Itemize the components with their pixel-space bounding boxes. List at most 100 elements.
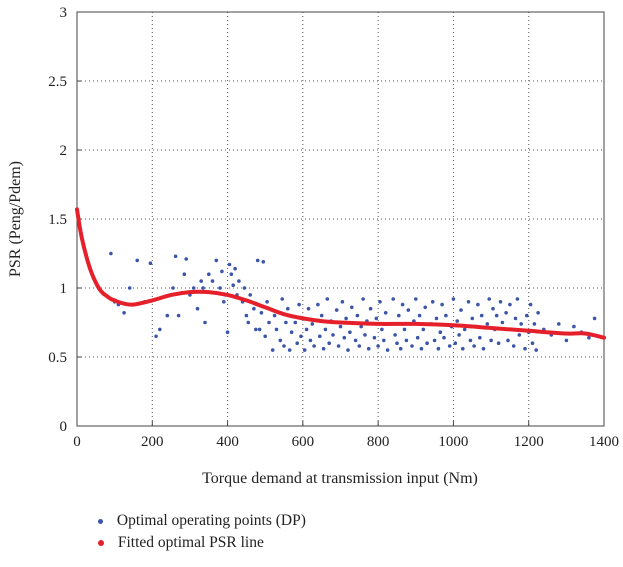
- dp-point-41: [252, 306, 256, 311]
- dp-point-10: [165, 313, 170, 318]
- dp-point-24: [214, 258, 219, 263]
- dp-point-87: [348, 330, 352, 335]
- dp-point-111: [398, 346, 403, 351]
- x-tick-label-2: 400: [216, 434, 239, 450]
- dp-point-139: [457, 333, 461, 337]
- dp-point-181: [564, 338, 569, 343]
- dp-point-112: [400, 302, 405, 307]
- dp-point-166: [513, 316, 518, 321]
- dp-point-102: [380, 327, 384, 332]
- dp-point-93: [361, 297, 365, 301]
- dp-point-159: [498, 300, 503, 304]
- dp-point-182: [572, 324, 576, 329]
- dp-point-67: [306, 306, 311, 311]
- dp-point-91: [357, 344, 362, 348]
- dp-point-12: [173, 254, 178, 259]
- dp-point-177: [536, 311, 540, 315]
- dp-point-50: [270, 348, 275, 352]
- dp-point-175: [532, 322, 537, 326]
- dp-point-82: [338, 324, 343, 329]
- dp-point-121: [419, 346, 424, 351]
- dp-point-163: [508, 302, 512, 307]
- dp-point-47: [263, 334, 268, 339]
- dp-point-120: [417, 313, 422, 318]
- dp-point-152: [485, 322, 490, 326]
- x-tick-label-4: 800: [367, 434, 390, 450]
- y-tick-label-2: 1: [60, 281, 68, 297]
- dp-point-114: [404, 338, 409, 343]
- dp-point-149: [478, 335, 482, 340]
- dp-point-7: [148, 261, 153, 266]
- dp-point-170: [523, 346, 527, 351]
- dp-point-157: [494, 313, 499, 318]
- x-tick-label-7: 1400: [589, 434, 619, 450]
- y-tick-label-1: 0.5: [48, 350, 67, 366]
- dp-point-101: [378, 300, 382, 304]
- dp-point-144: [468, 338, 473, 343]
- legend-item-fit: Fitted optimal PSR line: [98, 534, 306, 556]
- dp-point-123: [423, 305, 428, 310]
- dp-point-60: [293, 320, 298, 325]
- dp-point-168: [517, 333, 522, 337]
- dp-point-116: [410, 344, 414, 348]
- dp-point-109: [395, 341, 399, 346]
- dp-point-52: [274, 327, 279, 332]
- dp-point-138: [455, 319, 460, 323]
- dp-point-145: [470, 316, 475, 321]
- dp-point-44: [257, 327, 262, 332]
- dp-point-14: [182, 272, 187, 277]
- dp-point-104: [383, 311, 388, 315]
- legend-label-dp: Optimal operating points (DP): [116, 512, 306, 529]
- dp-point-129: [436, 346, 441, 351]
- dp-point-0: [109, 251, 113, 256]
- dp-point-38: [244, 313, 249, 318]
- dp-point-74: [321, 346, 326, 351]
- dp-point-83: [340, 300, 345, 304]
- x-tick-label-1: 200: [141, 434, 164, 450]
- dp-point-142: [462, 327, 467, 332]
- x-tick-label-0: 0: [73, 434, 81, 450]
- dp-point-97: [368, 306, 373, 311]
- dp-point-98: [372, 335, 377, 340]
- dp-point-84: [342, 335, 347, 340]
- dp-point-151: [481, 346, 486, 351]
- dp-point-8: [154, 334, 158, 339]
- dp-point-134: [447, 344, 452, 348]
- dp-point-43: [255, 258, 260, 263]
- dp-point-21: [203, 320, 207, 325]
- scatter-points: [109, 251, 597, 352]
- dp-point-146: [472, 344, 476, 348]
- dp-point-63: [299, 334, 303, 339]
- y-tick-label-6: 3: [60, 5, 68, 21]
- dp-point-77: [327, 341, 332, 346]
- dp-point-122: [421, 327, 426, 332]
- dp-point-49: [267, 320, 271, 325]
- dp-point-80: [334, 308, 339, 312]
- dp-point-150: [479, 313, 484, 318]
- dp-point-184: [587, 335, 591, 340]
- dp-point-169: [519, 322, 523, 326]
- dp-point-118: [414, 297, 418, 301]
- dp-point-13: [176, 313, 181, 318]
- dp-point-65: [302, 348, 307, 352]
- dp-point-11: [171, 286, 175, 290]
- dp-point-27: [222, 300, 226, 304]
- dp-point-17: [191, 286, 196, 290]
- dp-point-22: [207, 272, 211, 277]
- dp-point-66: [304, 327, 309, 332]
- dp-point-20: [201, 286, 205, 290]
- plot-frame: [76, 11, 605, 427]
- dp-point-127: [432, 338, 437, 343]
- dp-point-76: [325, 297, 330, 301]
- dp-point-86: [346, 348, 350, 352]
- dp-point-51: [272, 313, 277, 318]
- dp-point-136: [451, 297, 456, 301]
- dp-point-45: [259, 311, 264, 315]
- dp-point-62: [297, 302, 301, 307]
- dp-point-23: [210, 279, 215, 283]
- dp-point-176: [534, 348, 538, 352]
- y-tick-label-4: 2: [60, 143, 68, 159]
- dp-point-35: [237, 279, 241, 283]
- dp-point-103: [382, 338, 386, 343]
